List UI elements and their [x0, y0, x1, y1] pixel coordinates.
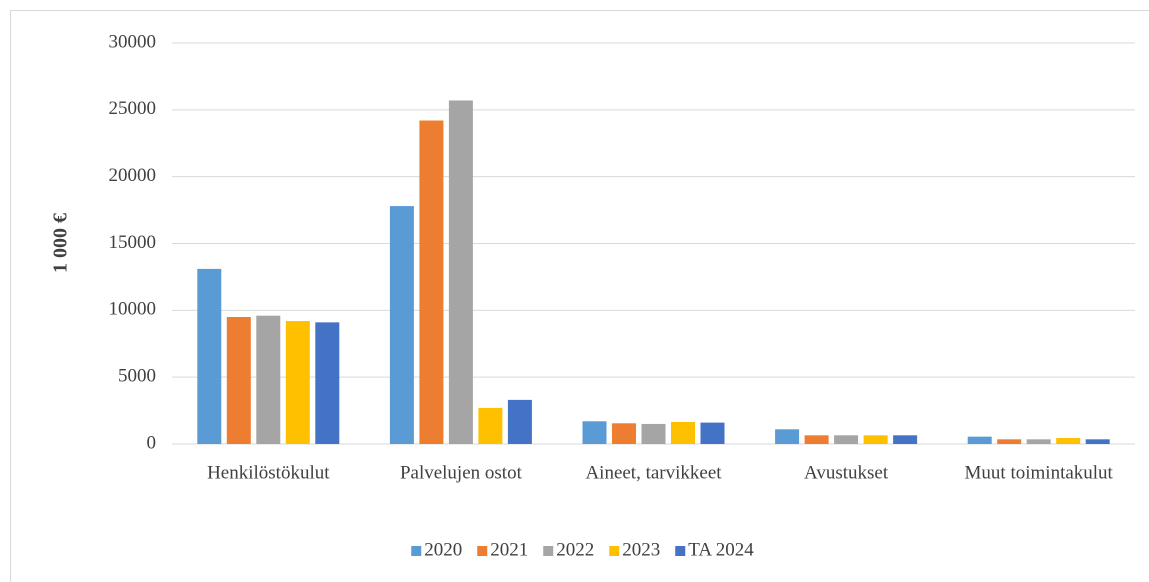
bar: [478, 407, 503, 444]
bar: [863, 435, 888, 444]
bar: [834, 435, 859, 444]
bar: [1056, 437, 1081, 444]
bar: [893, 435, 918, 444]
bar: [700, 422, 725, 444]
bar: [285, 321, 310, 444]
y-tick-label: 0: [147, 432, 157, 453]
bar: [997, 439, 1022, 444]
legend-label: TA 2024: [688, 539, 754, 560]
bar: [775, 429, 800, 444]
legend-swatch: [609, 546, 620, 556]
bar: [419, 120, 444, 444]
legend-label: 2023: [622, 539, 660, 560]
legend-swatch: [477, 546, 488, 556]
legend-label: 2020: [424, 539, 462, 560]
bar: [612, 423, 636, 444]
legend-label: 2021: [490, 539, 528, 560]
legend-swatch: [675, 546, 686, 556]
x-tick-label: Aineet, tarvikkeet: [585, 462, 722, 483]
bar: [448, 100, 473, 444]
legend-swatch: [411, 546, 422, 556]
y-tick-label: 20000: [109, 165, 157, 186]
bar: [967, 436, 992, 444]
bar: [641, 423, 666, 444]
x-tick-label: Muut toimintakulut: [965, 462, 1114, 483]
bar: [1085, 439, 1110, 444]
y-tick-label: 30000: [109, 31, 157, 52]
bar: [226, 317, 251, 444]
bar: [197, 268, 222, 444]
legend-label: 2022: [556, 539, 594, 560]
bar: [389, 206, 414, 444]
x-tick-label: Palvelujen ostot: [400, 462, 523, 483]
y-tick-label: 5000: [118, 366, 156, 387]
bar: [804, 435, 829, 444]
bar: [256, 315, 281, 444]
chart-frame: [10, 10, 1149, 582]
x-tick-label: Avustukset: [804, 462, 889, 483]
legend-swatch: [543, 546, 554, 556]
x-tick-label: Henkilöstökulut: [207, 462, 330, 483]
bar: [671, 421, 695, 444]
bar: [507, 399, 532, 444]
y-tick-label: 15000: [109, 232, 157, 253]
y-tick-label: 10000: [109, 299, 157, 320]
y-axis-label: 1 000 €: [50, 213, 72, 273]
bar: [582, 421, 607, 444]
bar: [315, 322, 340, 444]
bar: [1026, 439, 1051, 444]
y-tick-label: 25000: [109, 98, 157, 119]
